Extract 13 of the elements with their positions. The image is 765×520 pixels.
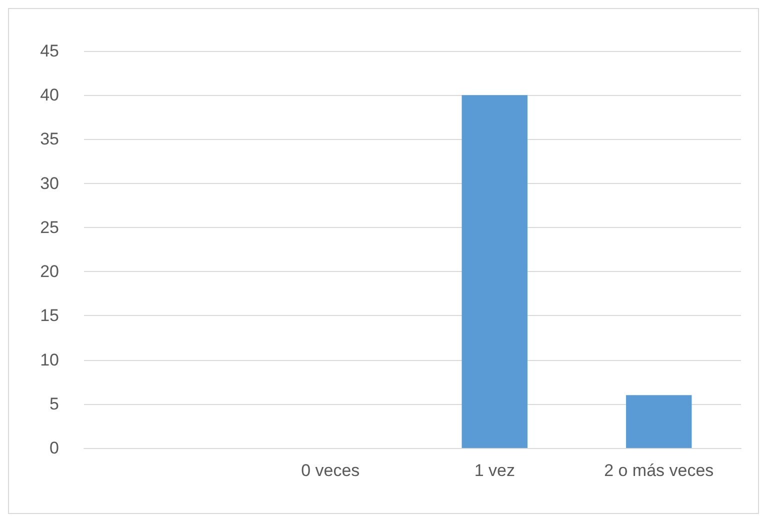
x-tick-label: 0 veces [301, 461, 360, 480]
y-tick-label: 0 [50, 438, 59, 458]
x-tick-label: 1 vez [474, 461, 515, 480]
y-tick-label: 25 [40, 218, 59, 237]
y-tick-label: 10 [40, 350, 59, 370]
y-tick-label: 15 [40, 306, 59, 326]
x-tick-label: 2 o más veces [604, 461, 714, 480]
y-tick-label: 40 [40, 86, 59, 105]
y-tick-label: 20 [40, 262, 59, 282]
y-tick-label: 30 [40, 174, 59, 193]
y-tick-label: 35 [40, 130, 59, 149]
y-tick-label: 45 [40, 42, 59, 60]
y-tick-label: 5 [50, 394, 59, 414]
